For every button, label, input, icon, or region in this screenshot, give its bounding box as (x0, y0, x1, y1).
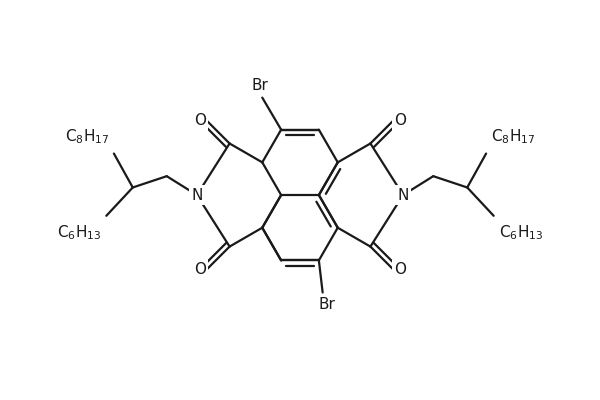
Text: O: O (194, 262, 206, 277)
Text: Br: Br (252, 78, 269, 93)
Text: Br: Br (318, 297, 335, 312)
Text: N: N (191, 188, 203, 202)
Text: O: O (394, 113, 406, 128)
Text: $\mathregular{C_{6}H_{13}}$: $\mathregular{C_{6}H_{13}}$ (57, 224, 101, 242)
Text: O: O (194, 113, 206, 128)
Text: N: N (397, 188, 409, 202)
Text: $\mathregular{C_{8}H_{17}}$: $\mathregular{C_{8}H_{17}}$ (65, 127, 109, 146)
Text: $\mathregular{C_{6}H_{13}}$: $\mathregular{C_{6}H_{13}}$ (499, 224, 543, 242)
Text: $\mathregular{C_{8}H_{17}}$: $\mathregular{C_{8}H_{17}}$ (491, 127, 535, 146)
Text: O: O (394, 262, 406, 277)
